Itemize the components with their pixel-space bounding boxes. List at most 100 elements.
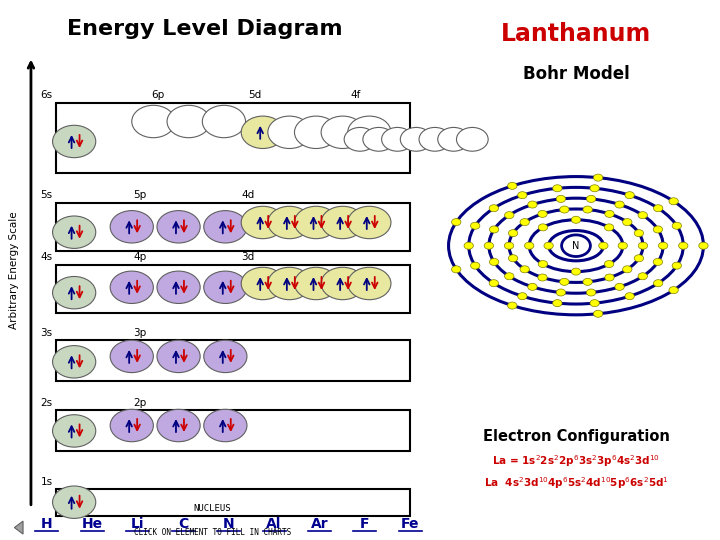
Text: Arbitrary Energy Scale: Arbitrary Energy Scale (9, 211, 19, 329)
Text: N: N (572, 241, 580, 251)
Circle shape (53, 346, 96, 378)
Circle shape (204, 271, 247, 303)
Circle shape (553, 300, 562, 307)
Circle shape (553, 185, 562, 192)
Circle shape (590, 185, 599, 192)
Circle shape (348, 206, 391, 239)
Text: 5p: 5p (133, 190, 146, 200)
Circle shape (654, 205, 663, 212)
Circle shape (562, 235, 590, 256)
Circle shape (528, 201, 537, 208)
Circle shape (669, 198, 678, 205)
Circle shape (538, 211, 547, 218)
Polygon shape (14, 521, 23, 534)
Circle shape (538, 274, 547, 281)
Circle shape (508, 302, 517, 309)
Circle shape (157, 340, 200, 373)
Circle shape (604, 260, 613, 267)
Circle shape (653, 226, 662, 233)
Text: CLICK ON ELEMENT TO FILL IN CHARTS: CLICK ON ELEMENT TO FILL IN CHARTS (134, 528, 291, 537)
Text: C: C (178, 517, 188, 531)
Circle shape (625, 293, 634, 300)
Text: 2s: 2s (40, 398, 53, 408)
Circle shape (321, 206, 364, 239)
Text: Energy Level Diagram: Energy Level Diagram (68, 19, 343, 39)
Bar (56, 202, 410, 251)
Circle shape (132, 105, 175, 138)
Text: Fe: Fe (401, 517, 420, 531)
Circle shape (53, 276, 96, 309)
Text: 5d: 5d (248, 90, 261, 100)
Circle shape (490, 226, 499, 233)
Circle shape (583, 206, 593, 213)
Circle shape (623, 266, 632, 273)
Circle shape (653, 259, 662, 266)
Text: 4f: 4f (351, 90, 361, 100)
Text: 1s: 1s (40, 476, 53, 487)
Circle shape (508, 255, 518, 262)
Circle shape (53, 216, 96, 248)
Circle shape (539, 260, 548, 267)
Circle shape (321, 267, 364, 300)
Circle shape (294, 206, 338, 239)
Circle shape (587, 195, 596, 202)
Circle shape (400, 127, 432, 151)
Text: Li: Li (131, 517, 145, 531)
Circle shape (464, 242, 474, 249)
Circle shape (605, 211, 614, 218)
Circle shape (438, 127, 469, 151)
Text: Al: Al (266, 517, 282, 531)
Bar (56, 410, 410, 451)
Circle shape (268, 267, 311, 300)
Text: N: N (222, 517, 235, 531)
Circle shape (110, 271, 153, 303)
Circle shape (615, 284, 624, 291)
Circle shape (559, 278, 569, 285)
Text: Electron Configuration: Electron Configuration (482, 429, 670, 444)
Circle shape (672, 222, 682, 230)
Circle shape (572, 216, 580, 223)
Circle shape (634, 230, 644, 237)
Text: H: H (41, 517, 53, 531)
Text: 2p: 2p (133, 398, 146, 408)
Text: Ar: Ar (311, 517, 328, 531)
Circle shape (294, 267, 338, 300)
Circle shape (505, 212, 514, 219)
Text: 3s: 3s (40, 328, 53, 338)
Text: 4s: 4s (40, 252, 53, 262)
Circle shape (654, 280, 663, 287)
Circle shape (490, 259, 499, 266)
Circle shape (556, 195, 565, 202)
Text: 4p: 4p (133, 252, 146, 262)
Circle shape (344, 127, 376, 151)
Text: 6p: 6p (151, 90, 164, 100)
Circle shape (419, 127, 451, 151)
Bar (56, 103, 410, 173)
Circle shape (110, 211, 153, 243)
Circle shape (157, 409, 200, 442)
Circle shape (518, 192, 527, 199)
Circle shape (157, 271, 200, 303)
Text: La  4s$^2$3d$^{10}$4p$^6$5s$^2$4d$^{10}$5p$^6$6s$^2$5d$^1$: La 4s$^2$3d$^{10}$4p$^6$5s$^2$4d$^{10}$5… (484, 476, 668, 491)
Circle shape (638, 212, 647, 219)
Circle shape (590, 300, 599, 307)
Circle shape (321, 116, 364, 148)
Circle shape (110, 409, 153, 442)
Circle shape (556, 289, 565, 296)
Text: 5s: 5s (40, 190, 53, 200)
Circle shape (625, 192, 634, 199)
Circle shape (634, 255, 644, 262)
Circle shape (167, 105, 210, 138)
Circle shape (348, 116, 391, 148)
Circle shape (489, 280, 498, 287)
Circle shape (157, 211, 200, 243)
Circle shape (659, 242, 668, 249)
Circle shape (639, 242, 648, 249)
Circle shape (593, 310, 603, 318)
Circle shape (470, 262, 480, 269)
Circle shape (672, 262, 682, 269)
Circle shape (572, 268, 580, 275)
Circle shape (241, 116, 284, 148)
Circle shape (679, 242, 688, 249)
Circle shape (202, 105, 246, 138)
